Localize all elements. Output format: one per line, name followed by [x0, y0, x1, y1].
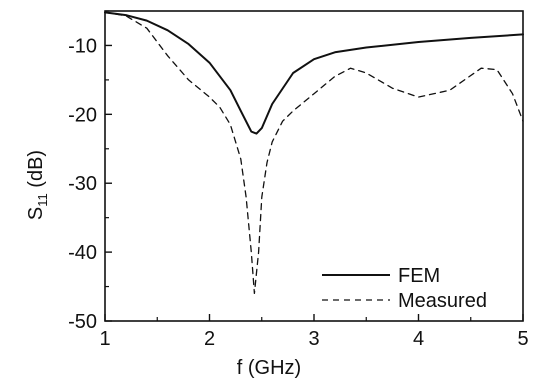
series-line-measured	[104, 11, 524, 295]
y-tick-label: -40	[68, 242, 97, 264]
x-tick-label: 3	[308, 328, 319, 350]
plot-frame	[104, 10, 524, 322]
legend-label-fem: FEM	[398, 265, 440, 287]
y-axis-label-unit: (dB)	[25, 150, 47, 193]
x-tick-label: 2	[204, 328, 215, 350]
plot-axes	[104, 10, 524, 322]
y-tick-label: -20	[68, 104, 97, 126]
x-tick-label: 4	[413, 328, 424, 350]
x-tick-label: 1	[99, 328, 110, 350]
series-layer	[104, 11, 524, 295]
x-tick-label: 5	[517, 328, 528, 350]
y-axis-label: S11 (dB)	[25, 150, 50, 220]
tick-layer: 1 2 3 4 5 -10 -20 -30 -40 -50	[68, 10, 529, 350]
legend-label-measured: Measured	[398, 290, 487, 312]
y-tick-label: -10	[68, 35, 97, 57]
y-tick-label: -30	[68, 173, 97, 195]
legend: FEM Measured	[322, 265, 487, 312]
y-tick-label: -50	[68, 311, 97, 333]
y-axis-label-main: S	[25, 207, 47, 220]
x-axis-label: f (GHz)	[237, 357, 301, 379]
series-line-fem	[104, 11, 524, 135]
y-axis-label-subscript: 11	[35, 193, 50, 207]
